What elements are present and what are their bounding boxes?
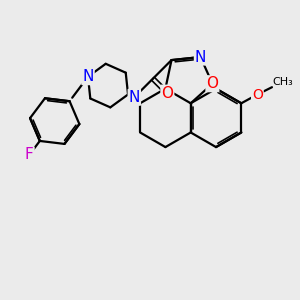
Text: O: O [252,88,263,101]
Text: N: N [129,90,140,105]
Text: N: N [195,50,206,64]
Text: F: F [25,148,34,163]
Text: O: O [161,85,173,100]
Text: CH₃: CH₃ [273,76,293,87]
Text: N: N [82,69,94,84]
Text: O: O [206,76,218,91]
